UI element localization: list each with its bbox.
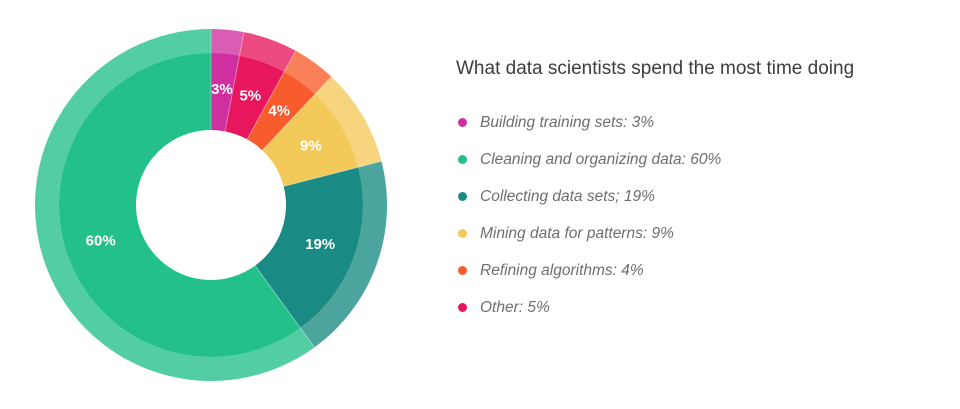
legend-item-refining-algorithms: Refining algorithms: 4% [456, 252, 936, 289]
slice-mining-data-for-patterns [262, 94, 359, 187]
slice-outer-ring-mining-data-for-patterns [315, 76, 382, 168]
slice-label-refining-algorithms: 4% [268, 103, 290, 120]
slice-other [225, 55, 285, 140]
slice-outer-ring-building-training-sets [211, 29, 244, 56]
legend-label-other: Other: 5% [480, 298, 550, 316]
legend-dot-icon [458, 118, 467, 127]
slice-outer-ring-collecting-data-sets [300, 161, 387, 348]
slice-label-other: 5% [239, 87, 261, 104]
legend-item-other: Other: 5% [456, 289, 936, 326]
legend-label-cleaning-and-organizing-data: Cleaning and organizing data: 60% [480, 150, 722, 168]
legend-label-building-training-sets: Building training sets: 3% [480, 113, 655, 131]
legend-dot-icon [458, 155, 467, 164]
slice-label-building-training-sets: 3% [211, 81, 233, 98]
legend-label-refining-algorithms: Refining algorithms: 4% [480, 261, 644, 279]
slice-collecting-data-sets [255, 167, 363, 328]
donut-chart: 3% 5% 4% 9% 19% 60% [0, 0, 420, 409]
legend-label-collecting-data-sets: Collecting data sets; 19% [480, 187, 655, 205]
chart-title: What data scientists spend the most time… [456, 58, 855, 79]
donut-chart-svg: 3% 5% 4% 9% 19% 60% [34, 29, 387, 381]
slice-cleaning-and-organizing-data [58, 53, 301, 357]
slice-outer-ring-cleaning-and-organizing-data [34, 29, 315, 381]
legend-panel: What data scientists spend the most time… [456, 58, 936, 326]
slice-label-collecting-data-sets: 19% [305, 236, 335, 253]
legend-dot-icon [458, 192, 467, 201]
slice-refining-algorithms [247, 71, 316, 151]
slice-label-cleaning-and-organizing-data: 60% [86, 232, 116, 249]
legend-list: Building training sets: 3% Cleaning and o… [456, 104, 936, 326]
slice-outer-ring-other [239, 32, 296, 72]
legend-item-mining-data-for-patterns: Mining data for patterns: 9% [456, 215, 936, 252]
legend-item-building-training-sets: Building training sets: 3% [456, 104, 936, 141]
slice-separator [246, 50, 297, 140]
slice-building-training-sets [211, 53, 240, 132]
slice-separator [254, 265, 315, 348]
slice-separator [224, 32, 245, 132]
slice-label-mining-data-for-patterns: 9% [300, 137, 322, 154]
legend-dot-icon [458, 303, 467, 312]
slice-separator [283, 160, 382, 187]
slice-separator [261, 76, 332, 151]
legend-label-mining-data-for-patterns: Mining data for patterns: 9% [480, 224, 674, 242]
legend-dot-icon [458, 266, 467, 275]
legend-dot-icon [458, 229, 467, 238]
legend-item-collecting-data-sets: Collecting data sets; 19% [456, 178, 936, 215]
slice-outer-ring-refining-algorithms [284, 50, 332, 95]
legend-item-cleaning-and-organizing-data: Cleaning and organizing data: 60% [456, 141, 936, 178]
